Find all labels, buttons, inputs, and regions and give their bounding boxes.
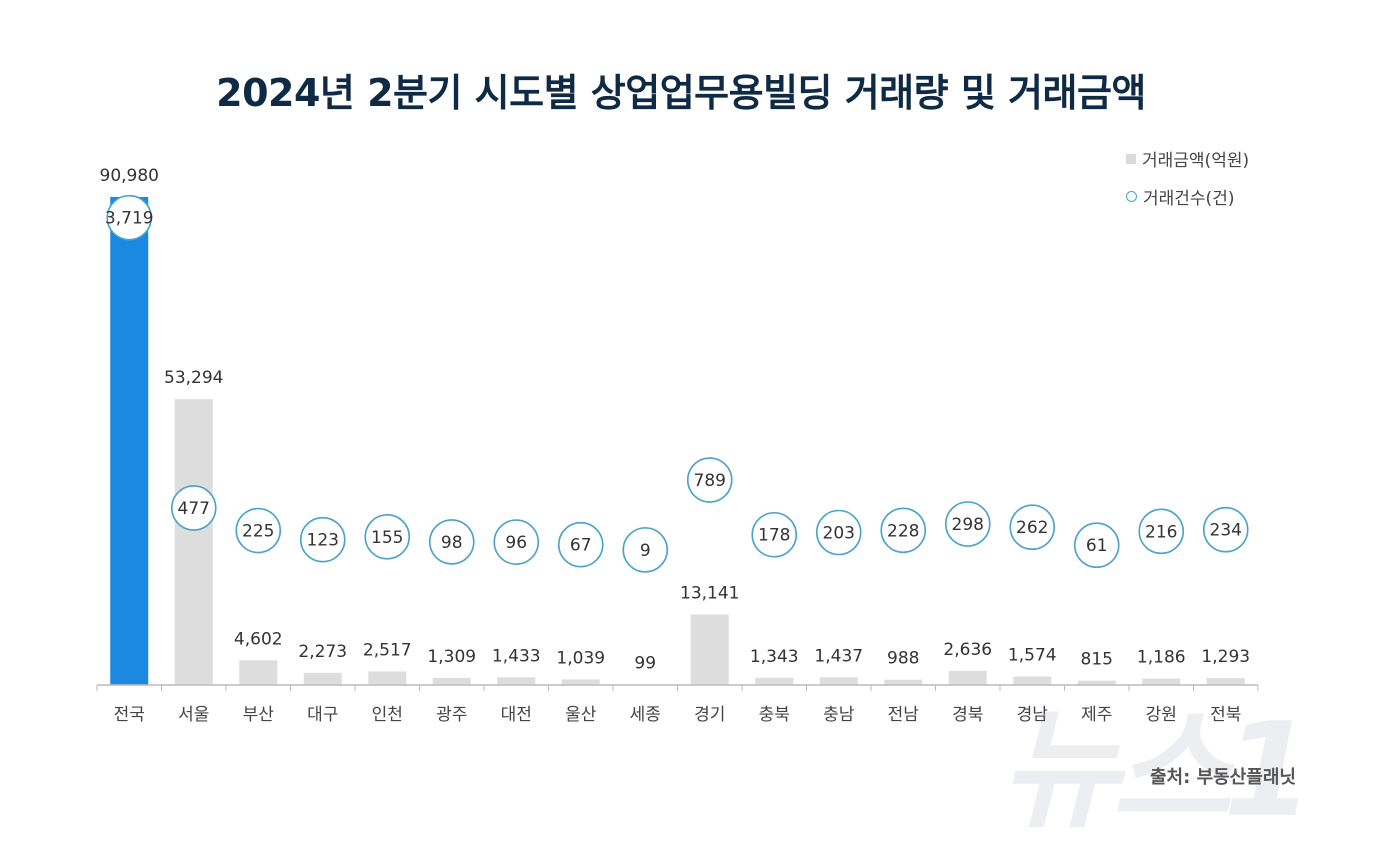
bar-value-label: 1,437	[814, 646, 863, 666]
bar	[497, 677, 536, 685]
bar	[1142, 678, 1181, 685]
count-marker	[622, 527, 669, 573]
x-tick-label: 전북	[1210, 705, 1241, 725]
x-tick-label: 인천	[372, 705, 403, 725]
count-value-label: 298	[952, 515, 984, 535]
legend-item-amount: 거래금액(억원)	[1126, 146, 1249, 171]
bar-value-label: 4,602	[234, 629, 283, 649]
legend-label: 거래금액(억원)	[1142, 151, 1250, 171]
count-value-label: 234	[1210, 521, 1242, 541]
count-value-label: 98	[441, 533, 463, 553]
bar	[303, 672, 342, 685]
bar-value-label: 815	[1081, 650, 1113, 670]
count-marker	[428, 519, 475, 565]
count-marker	[493, 519, 540, 565]
count-marker	[1202, 506, 1249, 553]
bar-value-label: 1,309	[427, 647, 476, 667]
x-tick-label: 충북	[759, 705, 790, 725]
count-marker	[815, 509, 862, 556]
source-note: 출처: 부동산플래닛	[1150, 767, 1296, 788]
count-value-label: 61	[1086, 536, 1108, 556]
bar	[948, 670, 987, 685]
count-marker	[1009, 504, 1056, 551]
bar-value-label: 1,433	[492, 646, 541, 666]
count-value-label: 67	[570, 536, 592, 556]
x-tick-label: 충남	[823, 705, 855, 725]
bar-value-label: 2,636	[943, 640, 992, 660]
legend-square-icon	[1126, 153, 1136, 164]
bar-value-label: 1,293	[1201, 647, 1250, 667]
bar	[690, 614, 729, 685]
count-marker	[686, 457, 733, 503]
x-tick-label: 서울	[178, 705, 209, 725]
bar-value-label: 1,574	[1008, 646, 1057, 666]
x-tick-label: 경북	[952, 705, 983, 725]
count-value-label: 96	[505, 533, 527, 553]
bar-value-label: 988	[887, 649, 919, 669]
bar	[755, 677, 794, 685]
x-tick-label: 세종	[630, 705, 661, 725]
bar	[432, 677, 471, 685]
count-value-label: 477	[178, 499, 210, 519]
bar-value-label: 53,294	[164, 368, 223, 388]
news1-watermark-logo: 뉴스1	[1000, 694, 1314, 846]
x-tick-label: 제주	[1081, 705, 1112, 725]
bar-value-label: 1,186	[1137, 648, 1186, 668]
bar	[368, 671, 407, 685]
bar-value-label: 90,980	[100, 166, 159, 186]
count-marker	[944, 501, 991, 547]
count-value-label: 789	[694, 471, 726, 491]
count-value-label: 225	[242, 522, 274, 542]
legend-label: 거래건수(건)	[1143, 189, 1235, 209]
count-value-label: 9	[640, 541, 651, 561]
bar-value-label: 1,343	[750, 647, 799, 667]
bar	[239, 660, 278, 685]
bar-value-label: 13,141	[680, 584, 739, 604]
count-marker	[1073, 522, 1120, 569]
count-value-label: 228	[887, 521, 919, 541]
bar-value-label: 1,039	[556, 648, 605, 668]
count-value-label: 178	[758, 526, 790, 546]
x-tick-label: 광주	[436, 705, 467, 725]
x-tick-label: 울산	[565, 705, 597, 725]
legend-circle-icon	[1126, 191, 1137, 202]
chart-title: 2024년 2분기 시도별 상업업무용빌딩 거래량 및 거래금액	[216, 71, 1146, 115]
x-tick-label: 부산	[243, 705, 275, 725]
bar-value-label: 2,273	[298, 642, 347, 662]
count-marker	[557, 521, 604, 568]
x-tick-label: 전남	[888, 705, 920, 725]
count-marker	[299, 516, 346, 563]
bar	[174, 399, 213, 685]
x-tick-label: 경남	[1017, 705, 1049, 725]
count-value-label: 203	[823, 524, 855, 544]
count-marker	[170, 485, 217, 531]
count-value-label: 123	[307, 531, 339, 551]
count-marker	[751, 511, 798, 558]
bar	[819, 677, 858, 685]
x-tick-label: 경기	[694, 705, 725, 725]
bar-value-label: 2,517	[363, 640, 412, 660]
bar	[1206, 678, 1245, 685]
bar	[561, 679, 600, 685]
bar	[884, 679, 923, 685]
x-tick-label: 강원	[1146, 705, 1177, 725]
bar	[1077, 680, 1116, 685]
legend-item-count: 거래건수(건)	[1126, 184, 1234, 209]
bar-value-label: 99	[634, 653, 656, 673]
count-value-label: 262	[1016, 518, 1048, 538]
count-value-label: 155	[371, 528, 403, 548]
bar	[110, 197, 149, 685]
count-marker	[1138, 508, 1185, 555]
count-marker	[106, 194, 153, 241]
x-tick-label: 대구	[307, 705, 338, 725]
count-marker	[235, 507, 282, 554]
count-marker	[880, 507, 927, 554]
count-value-label: 3,719	[105, 209, 154, 229]
x-tick-label: 대전	[501, 705, 532, 725]
x-tick-label: 전국	[114, 705, 145, 725]
bar	[1013, 676, 1052, 685]
count-value-label: 216	[1145, 522, 1177, 542]
count-marker	[364, 514, 411, 560]
